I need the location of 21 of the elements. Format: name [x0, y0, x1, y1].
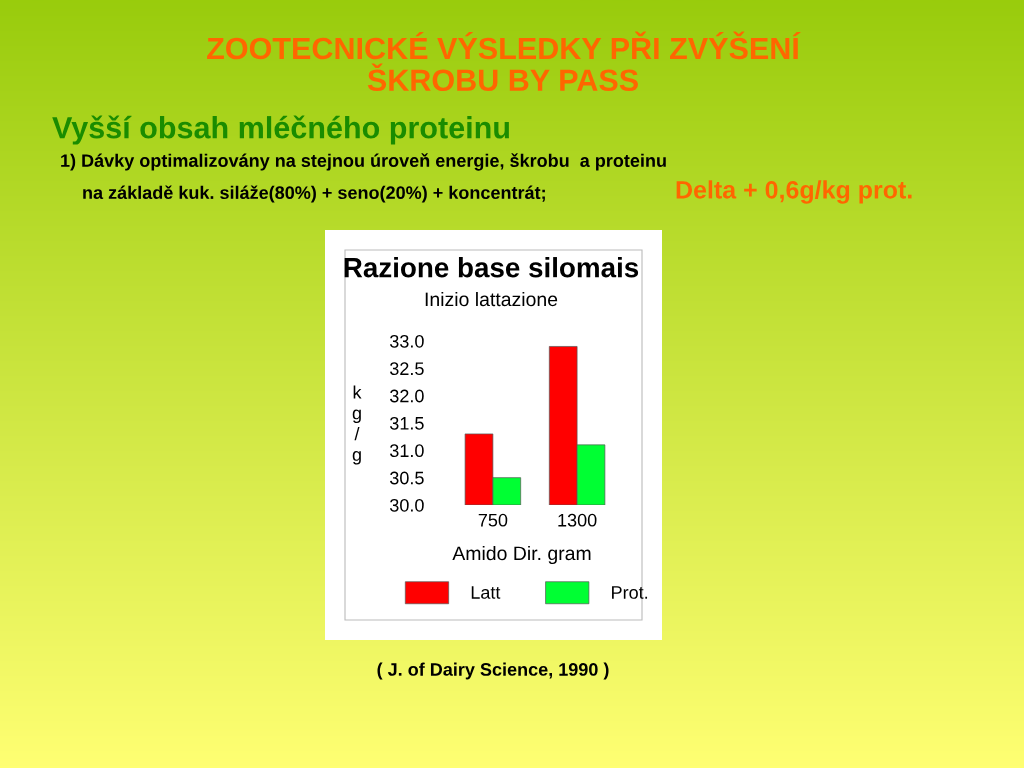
text: 1) Dávky optimalizovány na stejnou úroveň energie, škrobu a proteinu	[61, 153, 666, 171]
x-axis-title: Amido Dir. gram	[452, 545, 591, 565]
legend-label: Prot.	[612, 586, 648, 599]
y-tick-label: 31.0	[389, 444, 424, 458]
text: Delta + 0,6g/kg prot.	[676, 180, 912, 204]
x-tick-label: 1300	[558, 513, 597, 527]
x-tick-label: 750	[478, 513, 508, 527]
text: ZOOTECNICKÉ VÝSLEDKY PŘI ZVÝŠENÍ ŠKROBU BY PASS	[207, 31, 801, 92]
chart-title: Razione base silomais	[344, 257, 639, 278]
y-tick-label: 32.5	[389, 362, 424, 376]
text: na základě kuk. siláže(80%) + seno(20%) + koncentrát;	[83, 185, 545, 203]
text: Vyšší obsah mléčného proteinu	[52, 115, 509, 145]
y-tick-label: 31.5	[389, 416, 424, 430]
chart-subtitle: Inizio lattazione	[425, 291, 558, 307]
text: ( J. of Dairy Science, 1990 )	[377, 662, 609, 680]
y-tick-label: 32.0	[389, 389, 424, 403]
y-axis-title: kg/g	[352, 385, 362, 465]
y-tick-label: 30.5	[389, 471, 424, 485]
y-tick-label: 33.0	[389, 334, 424, 348]
legend-label: Latt	[471, 586, 501, 599]
y-tick-label: 30.0	[389, 498, 424, 512]
